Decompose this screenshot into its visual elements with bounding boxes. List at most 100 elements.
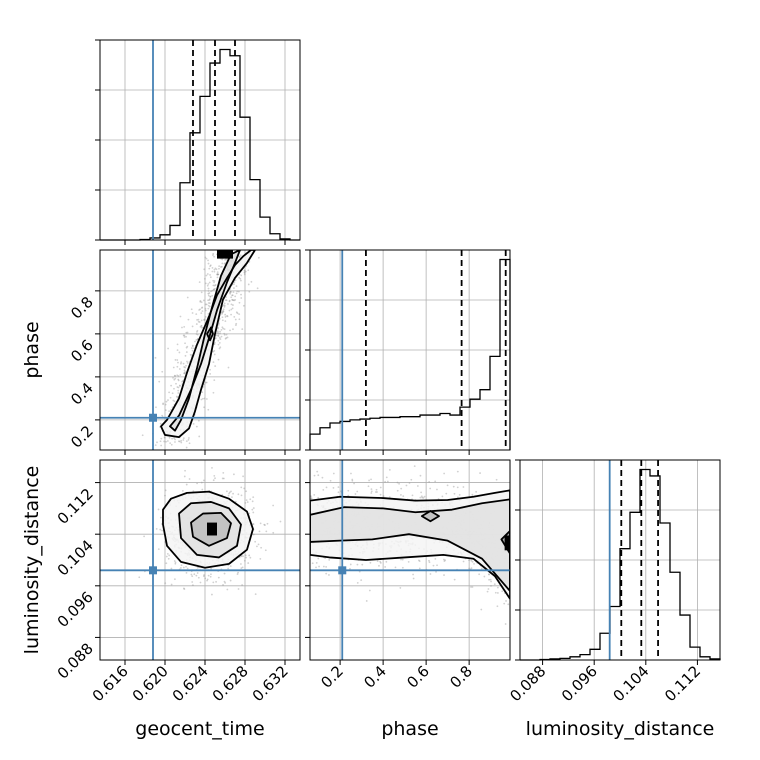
sample-point [184, 371, 187, 373]
sample-point [183, 334, 186, 337]
sample-point [379, 493, 382, 496]
sample-point [322, 565, 325, 568]
contour-line-2 [190, 512, 232, 547]
sample-point [209, 265, 212, 268]
sample-point [170, 443, 173, 446]
sample-point [204, 303, 207, 306]
sample-point [386, 480, 389, 483]
sample-point [221, 477, 224, 480]
sample-point [272, 504, 275, 507]
sample-point [226, 315, 229, 318]
sample-point [199, 300, 202, 303]
sample-point [160, 516, 162, 519]
sample-point [483, 575, 486, 578]
sample-point [170, 567, 173, 570]
sample-point [207, 299, 209, 302]
x-axis-label-phase: phase [381, 718, 438, 740]
sample-point [473, 562, 475, 565]
sample-point [418, 560, 421, 563]
sample-point [191, 349, 194, 352]
sample-point [349, 567, 351, 570]
x-axis-label-luminosity-distance: luminosity_distance [526, 718, 715, 740]
density-core [207, 522, 217, 536]
sample-point [224, 337, 227, 340]
sample-point [318, 565, 320, 568]
sample-point [221, 326, 224, 329]
sample-point [205, 303, 208, 306]
sample-point [217, 335, 220, 337]
sample-point [176, 396, 179, 399]
sample-point [251, 508, 254, 511]
sample-point [234, 299, 237, 301]
sample-point [368, 479, 370, 482]
sample-point [337, 491, 340, 494]
sample-point [165, 555, 168, 558]
sample-point [385, 476, 388, 479]
sample-point [218, 246, 220, 248]
sample-point [429, 573, 432, 575]
sample-point [223, 580, 226, 583]
sample-point [453, 492, 456, 495]
hist-step-luminosity_distance [520, 468, 721, 661]
sample-point [249, 498, 252, 501]
sample-point [379, 560, 382, 563]
sample-point [207, 304, 210, 307]
sample-point [310, 497, 313, 500]
sample-point [232, 492, 234, 495]
sample-point [207, 408, 210, 411]
sample-point [166, 440, 169, 442]
sample-point [247, 283, 250, 286]
sample-point [470, 567, 473, 570]
sample-point [238, 256, 241, 259]
sample-point [208, 302, 211, 305]
sample-point [201, 310, 204, 313]
sample-point [446, 484, 449, 487]
sample-point [237, 571, 239, 574]
sample-point [222, 327, 225, 330]
sample-point [173, 387, 175, 390]
x-tick-label-hist-luminosity_distance-2: 0.104 [610, 662, 653, 705]
sample-point [160, 444, 163, 447]
sample-point [177, 378, 180, 381]
sample-point [471, 493, 474, 496]
sample-point [218, 336, 221, 339]
sample-point [413, 465, 416, 468]
sample-point [257, 543, 260, 546]
sample-point [164, 409, 167, 412]
sample-point [198, 435, 201, 438]
sample-point [233, 281, 236, 284]
sample-point [167, 557, 170, 560]
sample-point [247, 269, 250, 272]
sample-point [388, 469, 391, 471]
sample-point [220, 328, 223, 331]
sample-point [231, 298, 233, 301]
sample-point [259, 557, 262, 560]
sample-point [216, 273, 219, 276]
sample-point [245, 556, 247, 559]
sample-point [402, 495, 405, 498]
sample-point [196, 330, 198, 333]
sample-point [243, 269, 246, 272]
sample-point [200, 398, 203, 401]
sample-point [238, 313, 241, 316]
panel-hist-phase [305, 249, 511, 455]
sample-point [379, 562, 382, 564]
sample-point [247, 562, 250, 564]
sample-point [238, 318, 241, 321]
sample-point [245, 490, 248, 493]
sample-point [183, 366, 186, 368]
sample-point [183, 372, 186, 375]
sample-point [216, 330, 219, 333]
sample-point [221, 258, 224, 261]
sample-point [237, 493, 240, 496]
sample-point [212, 361, 215, 364]
sample-point [486, 590, 489, 593]
sample-point [376, 560, 379, 562]
sample-point [325, 572, 328, 575]
sample-point [154, 444, 157, 446]
sample-point [157, 508, 160, 511]
sample-point [470, 559, 473, 562]
sample-point [174, 438, 176, 441]
sample-point [160, 437, 163, 440]
sample-point [198, 309, 201, 311]
